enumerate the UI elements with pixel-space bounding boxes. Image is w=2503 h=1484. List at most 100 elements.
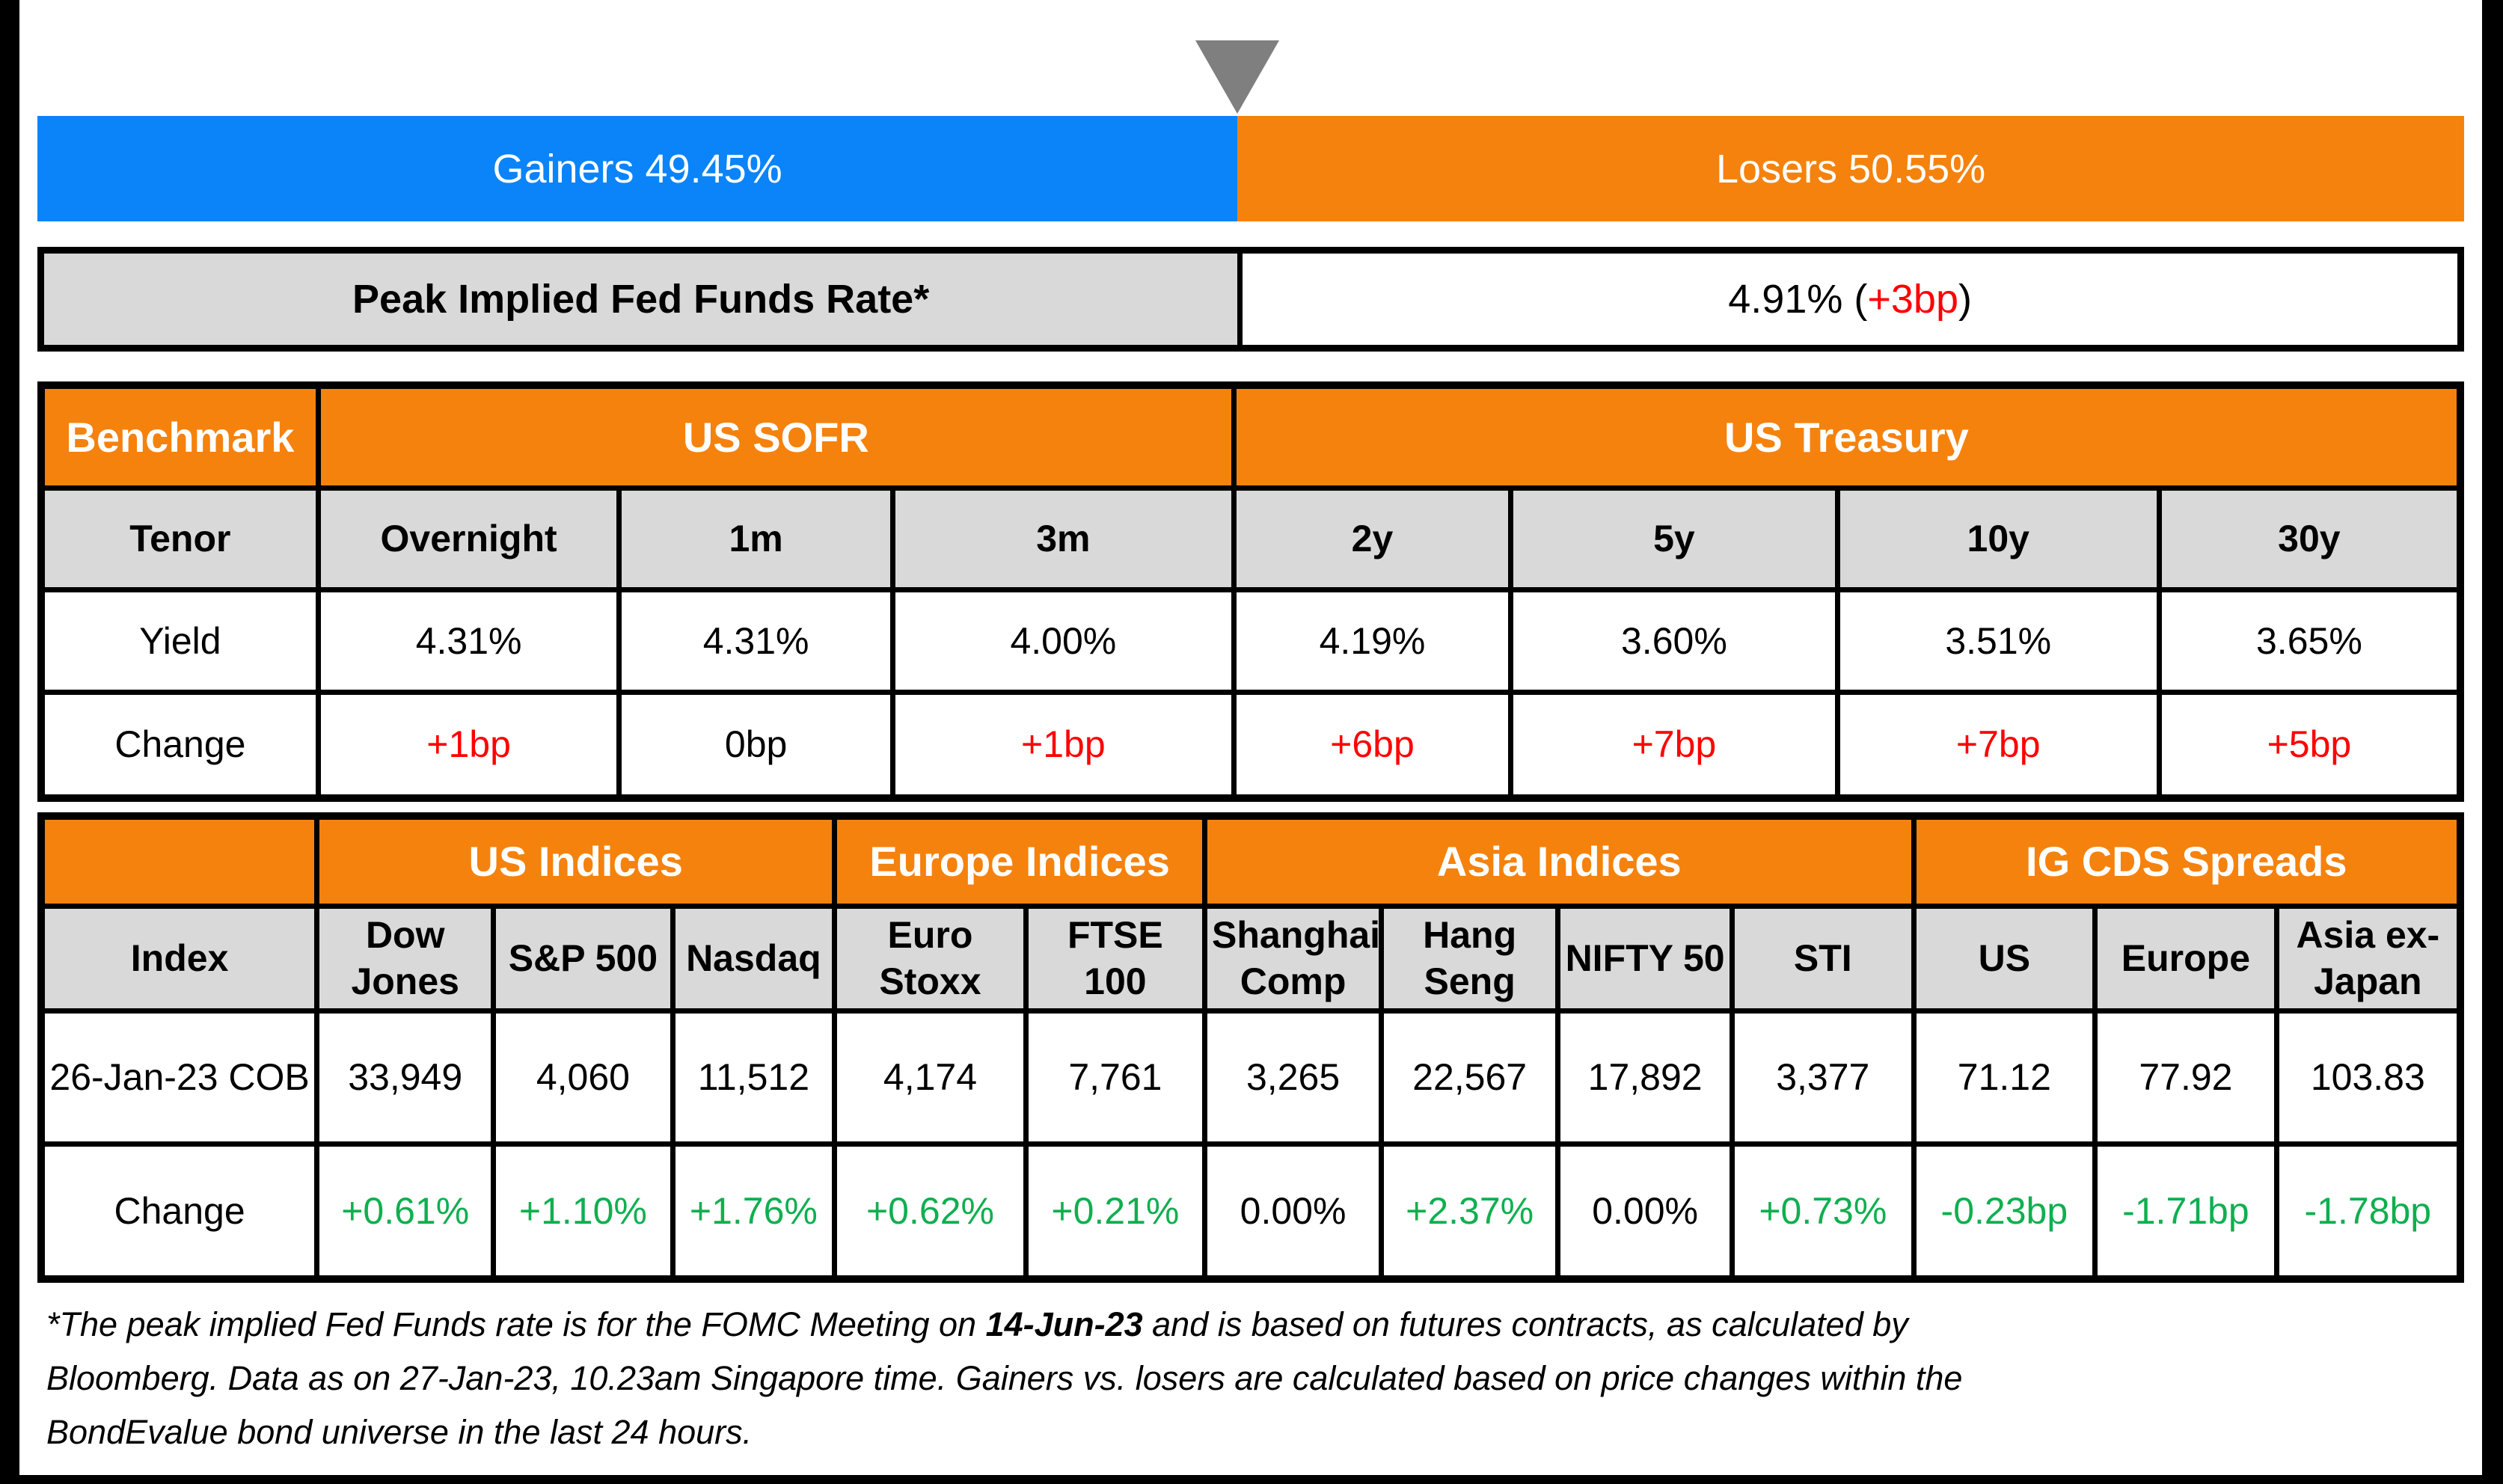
footnote: *The peak implied Fed Funds rate is for … [46,1298,2455,1459]
value-cell-hang-seng: 22,567 [1379,1008,1561,1147]
value-cell-sti: 3,377 [1730,1008,1917,1147]
benchmark-table: Benchmark US SOFR US Treasury Tenor Over… [37,381,2464,802]
europe-indices-group-header: Europe Indices [832,813,1208,909]
indices-corner-cell [38,813,320,909]
losers-label: Losers 50.55% [1715,146,1986,191]
tenor-cell-5y: 5y [1508,485,1840,592]
tenor-cell-overnight: Overnight [315,485,622,592]
value-cell-euro-stoxx: 4,174 [832,1008,1029,1147]
change-cell-1m: 0bp [616,689,895,801]
benchmark-change-row: Change +1bp 0bp +1bp +6bp +7bp +7bp +5bp [38,689,2463,801]
indices-table: US Indices Europe Indices Asia Indices I… [37,812,2464,1283]
change-cell-nasdaq: +1.76% [670,1141,838,1282]
change-cell-2y: +6bp [1231,689,1514,801]
yield-row-label: Yield [38,586,321,695]
col-header-nifty50: NIFTY 50 [1555,903,1735,1014]
change-cell-cds-asia-ex-japan: -1.78bp [2273,1141,2463,1282]
col-header-sp500: S&P 500 [491,903,675,1014]
yield-cell-2y: 4.19% [1231,586,1514,695]
us-indices-group-header: US Indices [314,813,838,909]
yield-cell-overnight: 4.31% [315,586,622,695]
col-header-nasdaq: Nasdaq [670,903,838,1014]
us-sofr-group-header: US SOFR [315,382,1237,491]
gainers-label: Gainers 49.45% [492,146,782,191]
footnote-line-2: Bloomberg. Data as on 27-Jan-23, 10.23am… [46,1359,1963,1397]
change-cell-10y: +7bp [1834,689,2162,801]
change-cell-shanghai-comp: 0.00% [1202,1141,1385,1282]
footnote-line-3: BondEvalue bond universe in the last 24 … [46,1413,753,1451]
change-cell-hang-seng: +2.37% [1379,1141,1561,1282]
change-cell-cds-us: -0.23bp [1911,1141,2098,1282]
indices-value-row: 26-Jan-23 COB 33,949 4,060 11,512 4,174 … [38,1008,2463,1147]
value-cell-ftse100: 7,761 [1023,1008,1208,1147]
value-cell-nasdaq: 11,512 [670,1008,838,1147]
change-cell-5y: +7bp [1508,689,1840,801]
value-cell-dow-jones: 33,949 [314,1008,497,1147]
col-header-cds-us: US [1911,903,2098,1014]
col-header-euro-stoxx: Euro Stoxx [832,903,1029,1014]
col-header-hang-seng: Hang Seng [1379,903,1561,1014]
change-cell-nifty50: 0.00% [1555,1141,1735,1282]
fed-funds-change: +3bp [1867,277,1958,322]
col-header-cds-europe: Europe [2092,903,2279,1014]
tenor-header-row: Tenor Overnight 1m 3m 2y 5y 10y 30y [38,485,2463,592]
indices-column-header-row: Index Dow Jones S&P 500 Nasdaq Euro Stox… [38,903,2463,1014]
change-cell-30y: +5bp [2156,689,2463,801]
value-cell-cds-asia-ex-japan: 103.83 [2273,1008,2463,1147]
index-row-label: Index [38,903,320,1014]
benchmark-corner-cell: Benchmark [38,382,321,491]
infographic-content: Gainers 49.45% Losers 50.55% Peak Implie… [37,0,2464,1484]
losers-bar-segment: Losers 50.55% [1237,116,2464,221]
change-cell-sti: +0.73% [1730,1141,1917,1282]
yield-cell-5y: 3.60% [1508,586,1840,695]
fed-funds-rate-value: 4.91% (+3bp) [1243,254,2457,345]
yield-row: Yield 4.31% 4.31% 4.00% 4.19% 3.60% 3.51… [38,586,2463,695]
col-header-cds-asia-ex-japan: Asia ex-Japan [2273,903,2463,1014]
col-header-shanghai-comp: Shanghai Comp [1202,903,1385,1014]
split-marker-triangle-icon [1195,40,1280,114]
value-cell-shanghai-comp: 3,265 [1202,1008,1385,1147]
footnote-fomc-date: 14-Jun-23 [985,1305,1143,1343]
fed-funds-rate-label: Peak Implied Fed Funds Rate* [44,254,1243,345]
ig-cds-spreads-group-header: IG CDS Spreads [1911,813,2463,909]
fed-funds-rate-row: Peak Implied Fed Funds Rate* 4.91% (+3bp… [37,247,2464,352]
col-header-ftse100: FTSE 100 [1023,903,1208,1014]
yield-cell-1m: 4.31% [616,586,895,695]
value-row-label: 26-Jan-23 COB [38,1008,320,1147]
indices-change-row-label: Change [38,1141,320,1282]
frame-left-band [0,0,19,1484]
footnote-line1-prefix: *The peak implied Fed Funds rate is for … [46,1305,986,1343]
frame-right-band [2482,0,2503,1484]
tenor-cell-2y: 2y [1231,485,1514,592]
value-cell-cds-us: 71.12 [1911,1008,2098,1147]
tenor-cell-30y: 30y [2156,485,2463,592]
change-cell-ftse100: +0.21% [1023,1141,1208,1282]
indices-change-row: Change +0.61% +1.10% +1.76% +0.62% +0.21… [38,1141,2463,1282]
benchmark-group-header-row: Benchmark US SOFR US Treasury [38,382,2463,491]
indices-group-header-row: US Indices Europe Indices Asia Indices I… [38,813,2463,909]
col-header-dow-jones: Dow Jones [314,903,497,1014]
yield-cell-3m: 4.00% [889,586,1237,695]
col-header-sti: STI [1730,903,1917,1014]
change-cell-overnight: +1bp [315,689,622,801]
benchmark-change-row-label: Change [38,689,321,801]
change-cell-3m: +1bp [889,689,1237,801]
change-cell-euro-stoxx: +0.62% [832,1141,1029,1282]
frame-bottom-band [0,1475,2503,1484]
change-cell-dow-jones: +0.61% [314,1141,497,1282]
us-treasury-group-header: US Treasury [1231,382,2463,491]
change-cell-cds-europe: -1.71bp [2092,1141,2279,1282]
tenor-cell-3m: 3m [889,485,1237,592]
tenor-cell-10y: 10y [1834,485,2162,592]
tenor-cell-1m: 1m [616,485,895,592]
yield-cell-30y: 3.65% [2156,586,2463,695]
yield-cell-10y: 3.51% [1834,586,2162,695]
footnote-line-1: *The peak implied Fed Funds rate is for … [46,1298,2455,1352]
gainers-losers-bar: Gainers 49.45% Losers 50.55% [37,116,2464,221]
asia-indices-group-header: Asia Indices [1202,813,1917,909]
fed-funds-value-prefix: 4.91% ( [1728,277,1868,322]
value-cell-sp500: 4,060 [491,1008,675,1147]
gainers-bar-segment: Gainers 49.45% [37,116,1238,221]
value-cell-nifty50: 17,892 [1555,1008,1735,1147]
value-cell-cds-europe: 77.92 [2092,1008,2279,1147]
